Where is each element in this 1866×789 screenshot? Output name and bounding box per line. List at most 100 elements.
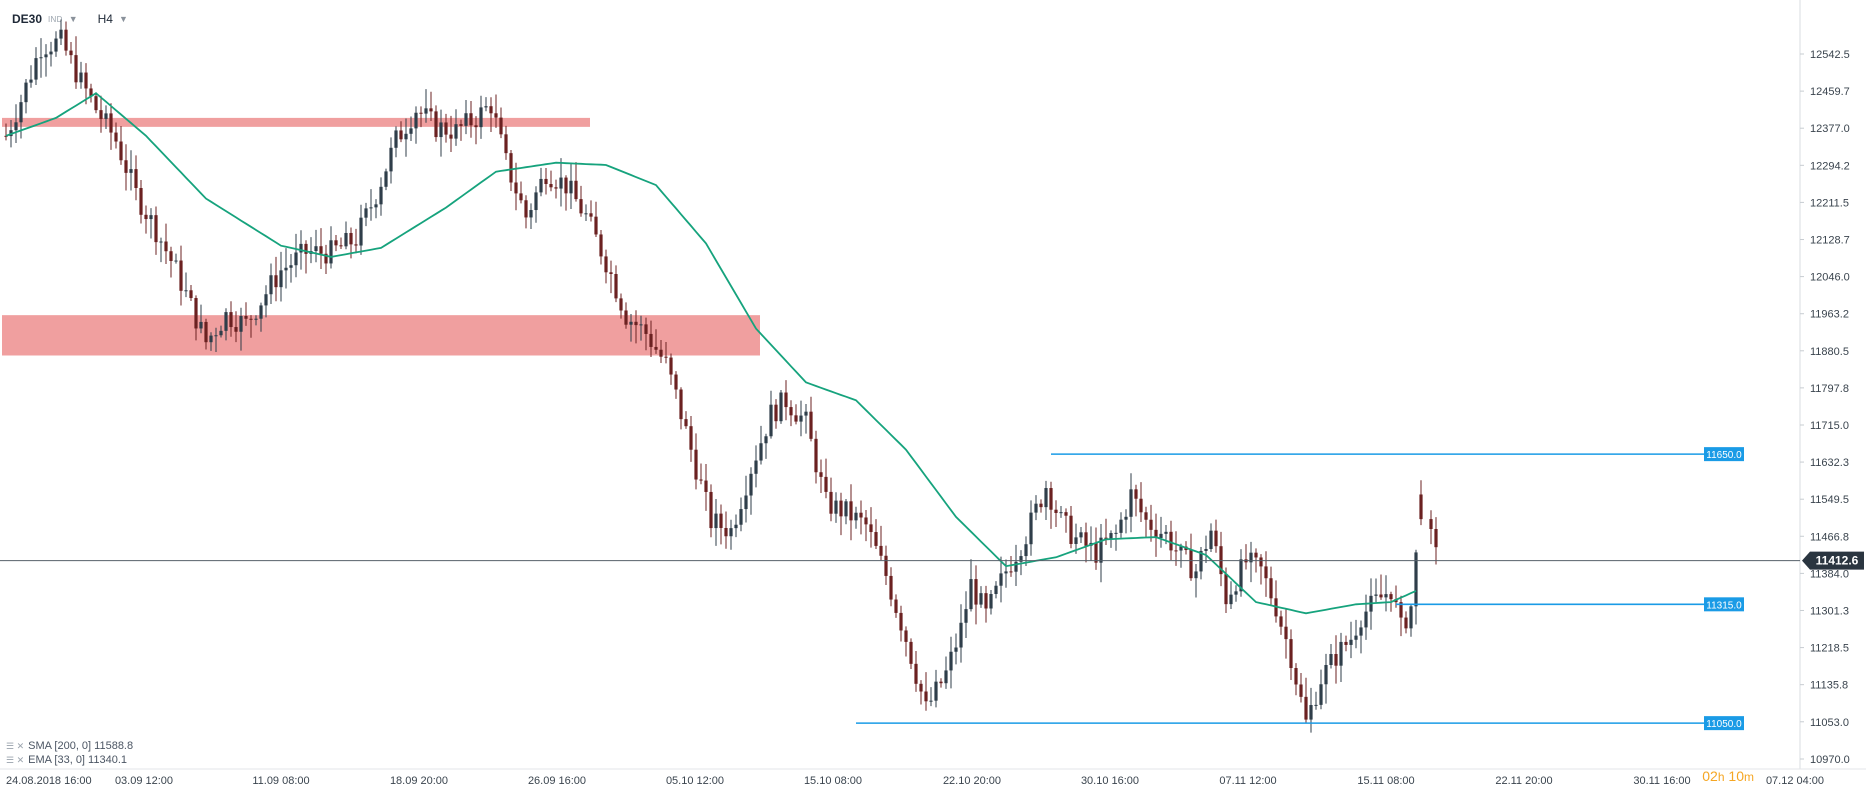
symbol-label[interactable]: DE30: [12, 12, 43, 26]
ema-legend-text: EMA [33, 0] 11340.1: [28, 754, 127, 766]
candle-body: [274, 275, 278, 288]
candle: [974, 565, 978, 625]
candle-body: [914, 663, 918, 684]
candle-body: [4, 135, 8, 137]
candle-body: [1379, 594, 1383, 598]
candle: [289, 254, 293, 283]
candle: [779, 390, 783, 424]
candle: [269, 263, 273, 305]
price-tick-label: 11301.3: [1810, 605, 1849, 617]
candle-body: [654, 346, 658, 350]
candle-body: [74, 55, 78, 83]
candle: [1224, 567, 1228, 614]
candle-body: [894, 599, 898, 613]
candle: [634, 310, 638, 344]
candle-body: [634, 321, 638, 326]
candle-body: [979, 593, 983, 605]
candle: [1384, 575, 1388, 612]
legend-row-ema[interactable]: ☰ ✕ EMA [33, 0] 11340.1: [6, 753, 133, 767]
candle: [69, 42, 73, 64]
candle-body: [1389, 594, 1393, 600]
candle: [89, 83, 93, 103]
candle: [504, 125, 508, 160]
candle: [159, 237, 163, 263]
candle-body: [554, 187, 558, 189]
candle-body: [1029, 512, 1033, 545]
countdown-minutes: 10: [1728, 768, 1744, 784]
candle-body: [784, 392, 788, 408]
timeframe-label[interactable]: H4: [97, 12, 113, 26]
candle: [174, 253, 178, 264]
candle: [1169, 520, 1173, 560]
candle: [59, 19, 63, 45]
indicator-settings-icon[interactable]: ☰ ✕: [6, 741, 25, 751]
candle: [1144, 506, 1148, 538]
candle-body: [949, 651, 953, 671]
candle: [789, 400, 793, 427]
candle-body: [989, 593, 993, 609]
candle: [1154, 513, 1158, 557]
candle-body: [374, 204, 378, 208]
time-tick-label: 18.09 20:00: [390, 775, 448, 787]
candle: [994, 581, 998, 599]
candle-body: [764, 436, 768, 444]
candle-body: [69, 50, 73, 56]
candle: [659, 339, 663, 363]
candle-body: [879, 545, 883, 556]
time-tick-label: 26.09 16:00: [528, 775, 586, 787]
candle-body: [169, 251, 173, 261]
candle: [599, 230, 603, 265]
candle: [189, 285, 193, 301]
candle-body: [389, 147, 393, 172]
indicator-settings-icon[interactable]: ☰ ✕: [6, 755, 25, 765]
candle: [609, 260, 613, 294]
candle-body: [964, 609, 968, 623]
candle: [79, 61, 83, 89]
candle-body: [409, 128, 413, 134]
candle: [394, 126, 398, 158]
candle: [844, 499, 848, 525]
candle-body: [754, 460, 758, 474]
candle-body: [709, 491, 713, 529]
candle: [309, 237, 313, 264]
candle-body: [694, 449, 698, 480]
price-tick-label: 12377.0: [1810, 123, 1850, 135]
candle-body: [844, 501, 848, 517]
candle-body: [889, 575, 893, 600]
candle: [1409, 603, 1413, 637]
candle: [234, 311, 238, 343]
symbol-dropdown-chevron-icon[interactable]: ▼: [68, 14, 78, 24]
candle-body: [1364, 611, 1368, 628]
candle-body: [149, 215, 153, 220]
candle: [999, 556, 1003, 603]
candle-body: [1084, 532, 1088, 546]
candle: [834, 492, 838, 523]
candle: [294, 233, 298, 278]
candle-body: [324, 253, 328, 264]
candle-body: [904, 630, 908, 642]
candle-body: [1279, 616, 1283, 627]
candle: [969, 559, 973, 612]
candle: [469, 101, 473, 138]
candle: [1299, 672, 1303, 703]
candle-body: [1034, 503, 1038, 513]
candle: [124, 144, 128, 191]
candle: [24, 79, 28, 114]
candle: [499, 107, 503, 139]
candle-body: [1019, 556, 1023, 562]
candle-body: [154, 215, 158, 243]
candle: [94, 92, 98, 114]
legend-row-sma[interactable]: ☰ ✕ SMA [200, 0] 11588.8: [6, 739, 133, 753]
timeframe-dropdown-chevron-icon[interactable]: ▼: [118, 14, 128, 24]
candle: [84, 63, 88, 105]
candle-body: [1409, 606, 1413, 629]
candle-body: [849, 501, 853, 521]
candle-body: [859, 512, 863, 518]
candle: [1119, 512, 1123, 538]
candle-body: [984, 593, 988, 609]
candle-body: [819, 472, 823, 477]
candle-body: [319, 246, 323, 254]
candle: [764, 433, 768, 459]
